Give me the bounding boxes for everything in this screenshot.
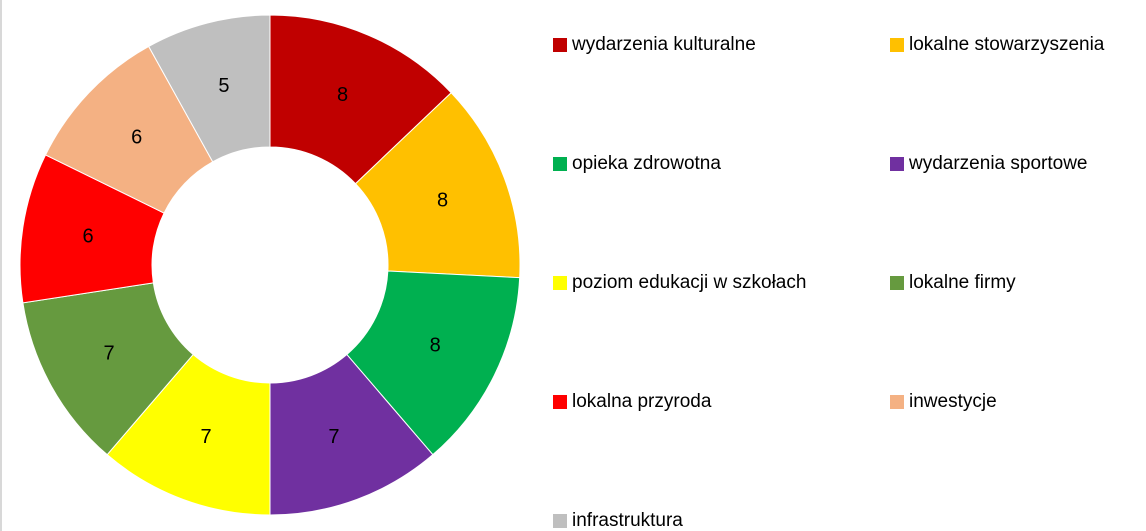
- legend-label: wydarzenia sportowe: [908, 153, 1087, 174]
- legend-label: inwestycje: [909, 391, 997, 412]
- legend-swatch: [890, 395, 904, 409]
- data-label: 7: [104, 343, 115, 365]
- data-label: 7: [328, 426, 339, 448]
- legend-label: poziom edukacji w szkołach: [572, 272, 806, 293]
- legend-swatch: [890, 157, 904, 171]
- slice: [147, 14, 271, 163]
- data-label: 6: [83, 225, 94, 247]
- data-label: 8: [337, 84, 348, 106]
- data-label: 8: [430, 334, 441, 356]
- legend-swatch: [553, 395, 567, 409]
- data-label: 6: [131, 127, 142, 149]
- legend-swatch: [553, 514, 567, 528]
- data-label: 8: [437, 189, 448, 211]
- legend-label: infrastruktura: [572, 510, 683, 531]
- legend-label: lokalne stowarzyszenia: [909, 34, 1105, 55]
- legend-label: lokalne firmy: [909, 272, 1016, 293]
- slice: [269, 14, 452, 185]
- data-label: 7: [201, 426, 212, 448]
- data-label: 5: [218, 75, 229, 97]
- legend-swatch: [553, 276, 567, 290]
- legend-label: lokalna przyroda: [572, 391, 712, 412]
- slice: [354, 92, 521, 279]
- slice: [346, 270, 521, 456]
- legend-swatch: [553, 38, 567, 52]
- legend-swatch: [553, 157, 567, 171]
- legend-swatch: [890, 276, 904, 290]
- legend-swatch: [890, 38, 904, 52]
- legend-label: opieka zdrowotna: [572, 153, 721, 174]
- legend-label: wydarzenia kulturalne: [571, 34, 756, 55]
